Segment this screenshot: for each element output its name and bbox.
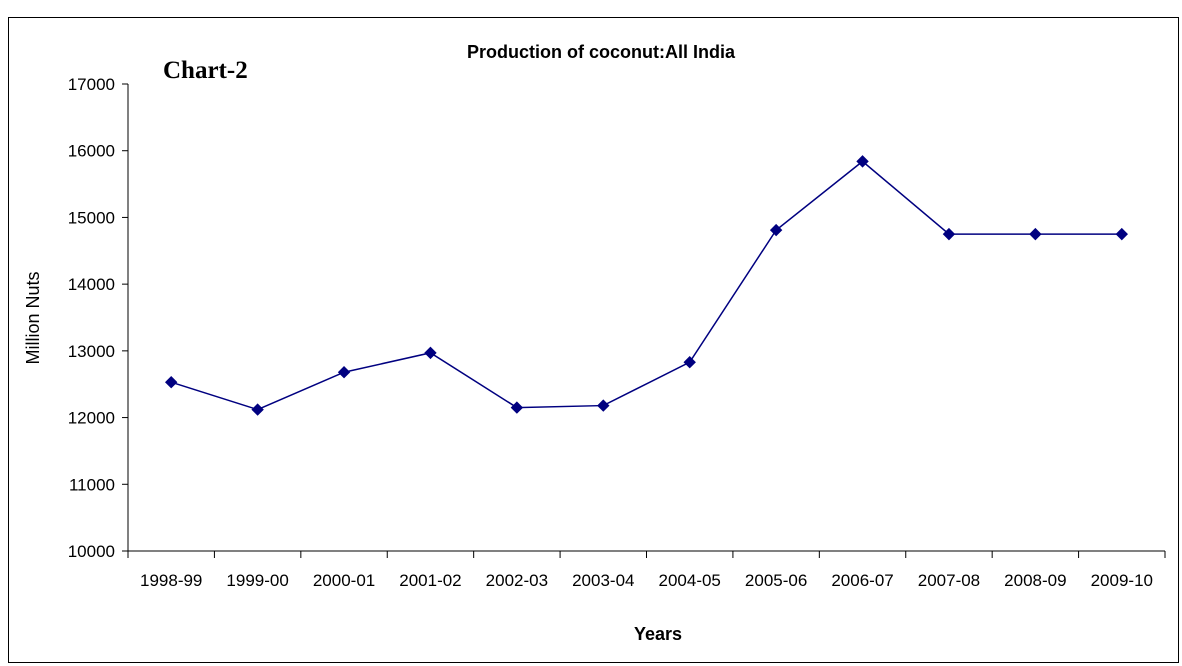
data-point-marker (1115, 227, 1128, 241)
plot-area (165, 155, 1128, 416)
y-tick-label: 12000 (68, 409, 115, 428)
y-tick-label: 16000 (68, 142, 115, 161)
x-tick-label: 2004-05 (659, 571, 721, 590)
x-axis-title: Years (634, 624, 682, 644)
chart-number-label: Chart-2 (163, 57, 248, 84)
y-tick-label: 15000 (68, 208, 115, 227)
data-point-marker (510, 401, 524, 414)
chart-title: Production of coconut:All India (467, 42, 736, 62)
data-point-marker (1029, 227, 1042, 241)
x-tick-label: 2003-04 (572, 571, 634, 590)
data-point-marker (424, 346, 437, 360)
y-tick-label: 14000 (68, 275, 115, 294)
x-tick-label: 2005-06 (745, 571, 807, 590)
data-point-marker (251, 403, 264, 416)
data-point-marker (683, 355, 696, 369)
data-point-marker (337, 365, 351, 379)
y-axis-title: Million Nuts (23, 271, 43, 364)
x-tick-label: 2001-02 (399, 571, 461, 590)
x-tick-label: 1998-99 (140, 571, 202, 590)
chart-border (8, 17, 1179, 663)
x-tick-label: 2002-03 (486, 571, 548, 590)
data-point-marker (942, 227, 956, 241)
data-point-marker (769, 223, 783, 237)
data-point-marker (597, 399, 610, 412)
tick-labels: 10000 11000 12000 13000 14000 15000 16000 17000… (68, 75, 1153, 590)
x-tick-label: 2007-08 (918, 571, 980, 590)
data-point-marker (856, 155, 869, 168)
x-tick-label: 2008-09 (1004, 571, 1066, 590)
series-line (170, 160, 1122, 411)
y-tick-label: 10000 (68, 542, 115, 561)
x-tick-label: 1999-00 (226, 571, 288, 590)
x-tick-label: 2006-07 (831, 571, 893, 590)
y-tick-label: 17000 (68, 75, 115, 94)
y-tick-label: 11000 (69, 475, 115, 494)
x-tick-label: 2000-01 (313, 571, 375, 590)
y-tick-label: 13000 (68, 342, 115, 361)
x-tick-label: 2009-10 (1091, 571, 1153, 590)
data-point-marker (165, 376, 178, 389)
axes (122, 83, 1166, 558)
